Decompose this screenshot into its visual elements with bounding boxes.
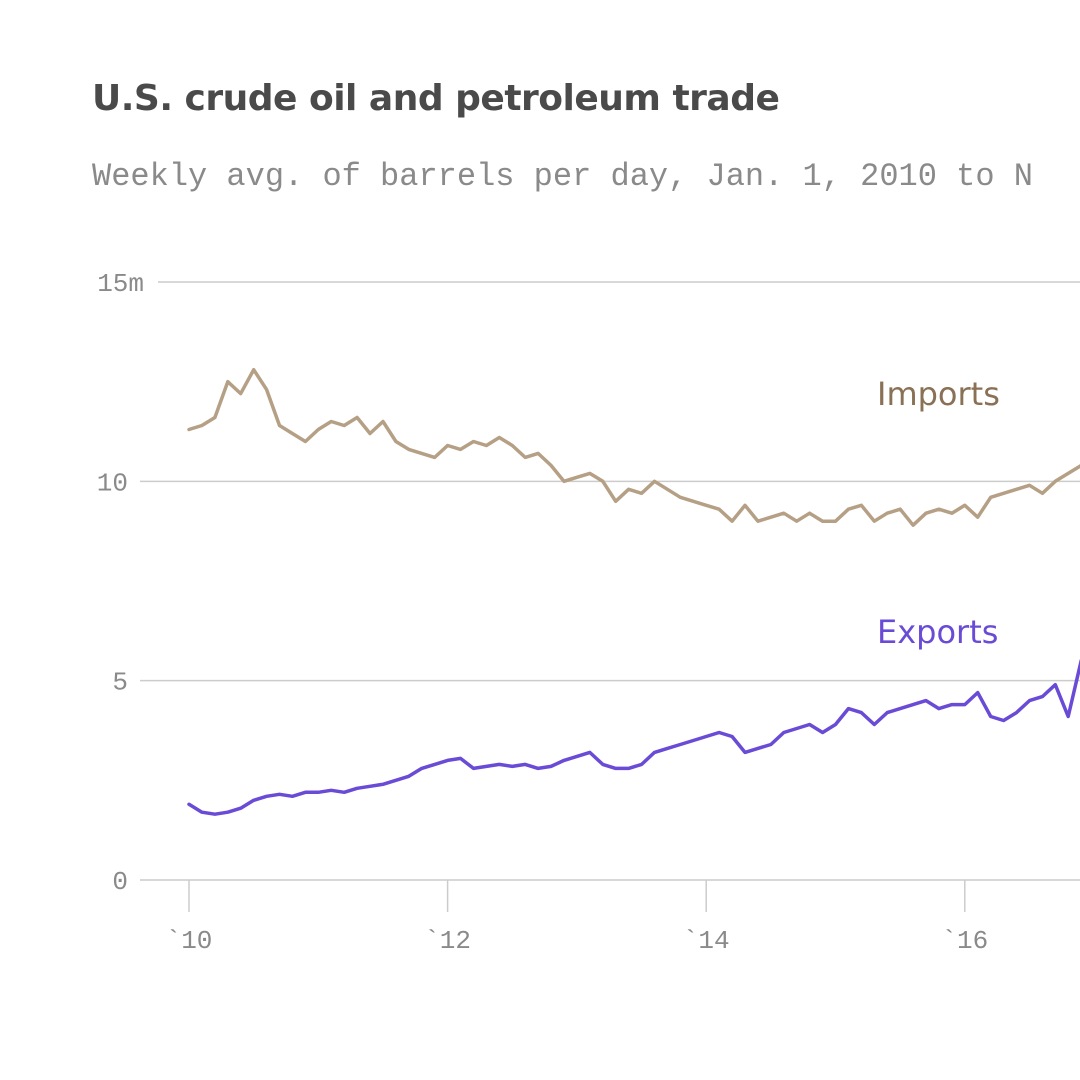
x-axis: `10 `12 `14 `16	[166, 880, 988, 956]
y-tick-label: 0	[112, 867, 128, 897]
imports-line	[187, 367, 1080, 527]
series-lines	[187, 367, 1080, 816]
chart-subtitle: Weekly avg. of barrels per day, Jan. 1, …	[92, 158, 1033, 195]
y-tick-label: 15m	[97, 269, 144, 299]
y-tick-label: 5	[112, 668, 128, 698]
y-tick-label: 10	[97, 468, 128, 498]
chart-title: U.S. crude oil and petroleum trade	[92, 78, 780, 119]
gridlines	[140, 281, 1080, 881]
imports-series-label: Imports	[877, 375, 1000, 413]
exports-series-label: Exports	[877, 613, 998, 651]
y-axis: 15m 10 5 0	[97, 269, 144, 897]
x-tick-label: `14	[683, 926, 730, 956]
x-tick-label: `16	[941, 926, 988, 956]
x-tick-label: `12	[424, 926, 471, 956]
x-tick-label: `10	[166, 926, 213, 956]
exports-line	[187, 659, 1080, 816]
